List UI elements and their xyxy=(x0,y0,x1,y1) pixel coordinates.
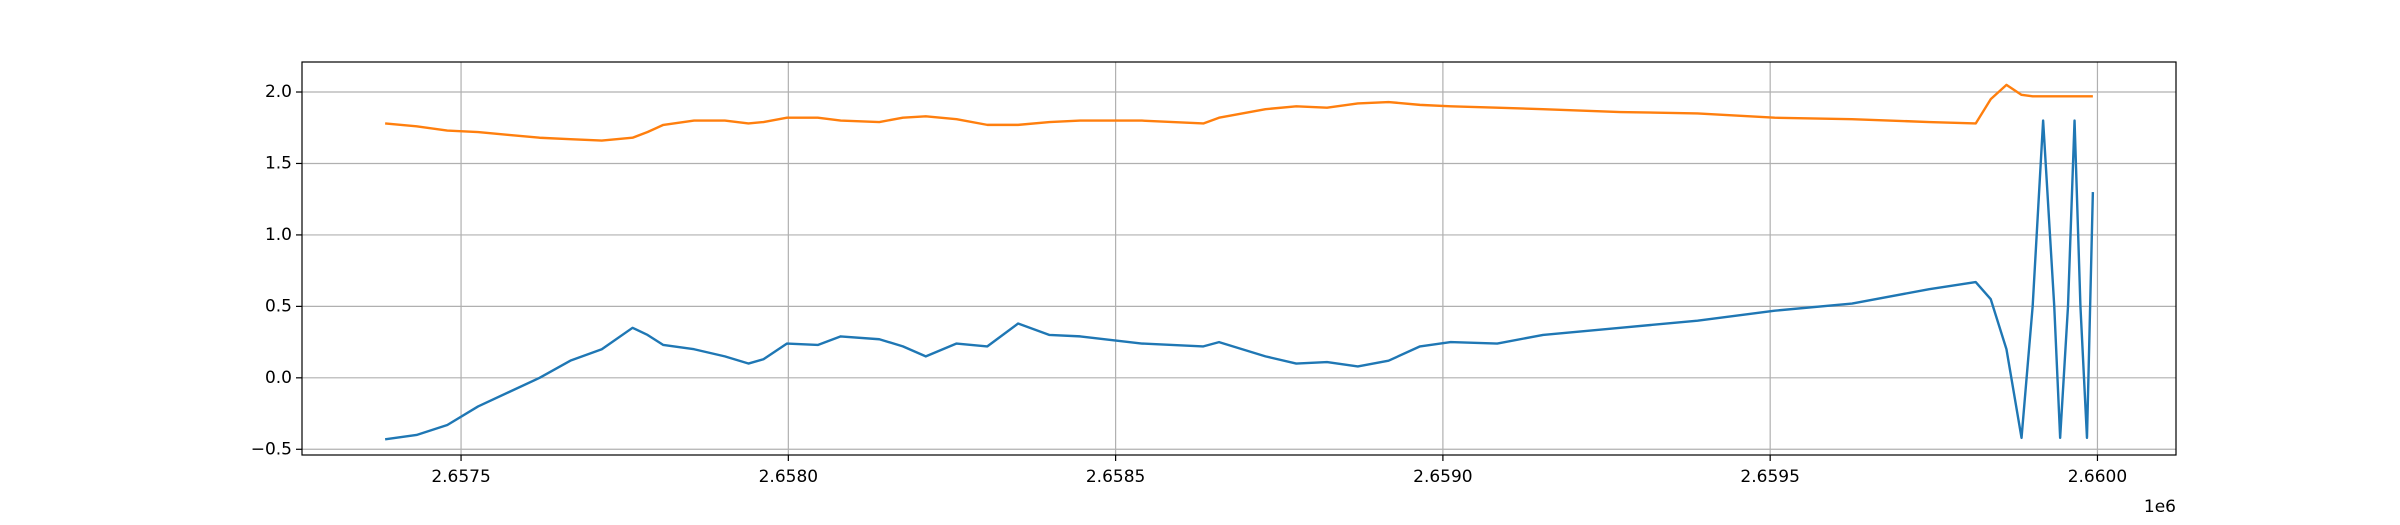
y-tick-label: 0.0 xyxy=(265,368,292,388)
y-tick-label: 0.5 xyxy=(265,296,292,316)
x-tick-label: 2.6590 xyxy=(1413,467,1472,487)
data-line xyxy=(385,83,2093,142)
y-tick-label: −0.5 xyxy=(251,439,292,459)
x-tick-label: 2.6585 xyxy=(1086,467,1145,487)
x-tick-label: 2.6575 xyxy=(431,467,490,487)
x-tick-label: 2.6600 xyxy=(2068,467,2127,487)
x-tick-label: 2.6595 xyxy=(1740,467,1799,487)
axes-frame xyxy=(301,61,2177,456)
x-tick-label: 2.6580 xyxy=(759,467,818,487)
y-tick-label: 1.5 xyxy=(265,153,292,173)
y-tick-label: 1.0 xyxy=(265,225,292,245)
data-line xyxy=(384,119,2095,441)
plot-area xyxy=(302,62,2176,455)
y-tick-label: 2.0 xyxy=(265,82,292,102)
x-offset-label: 1e6 xyxy=(2144,497,2176,517)
